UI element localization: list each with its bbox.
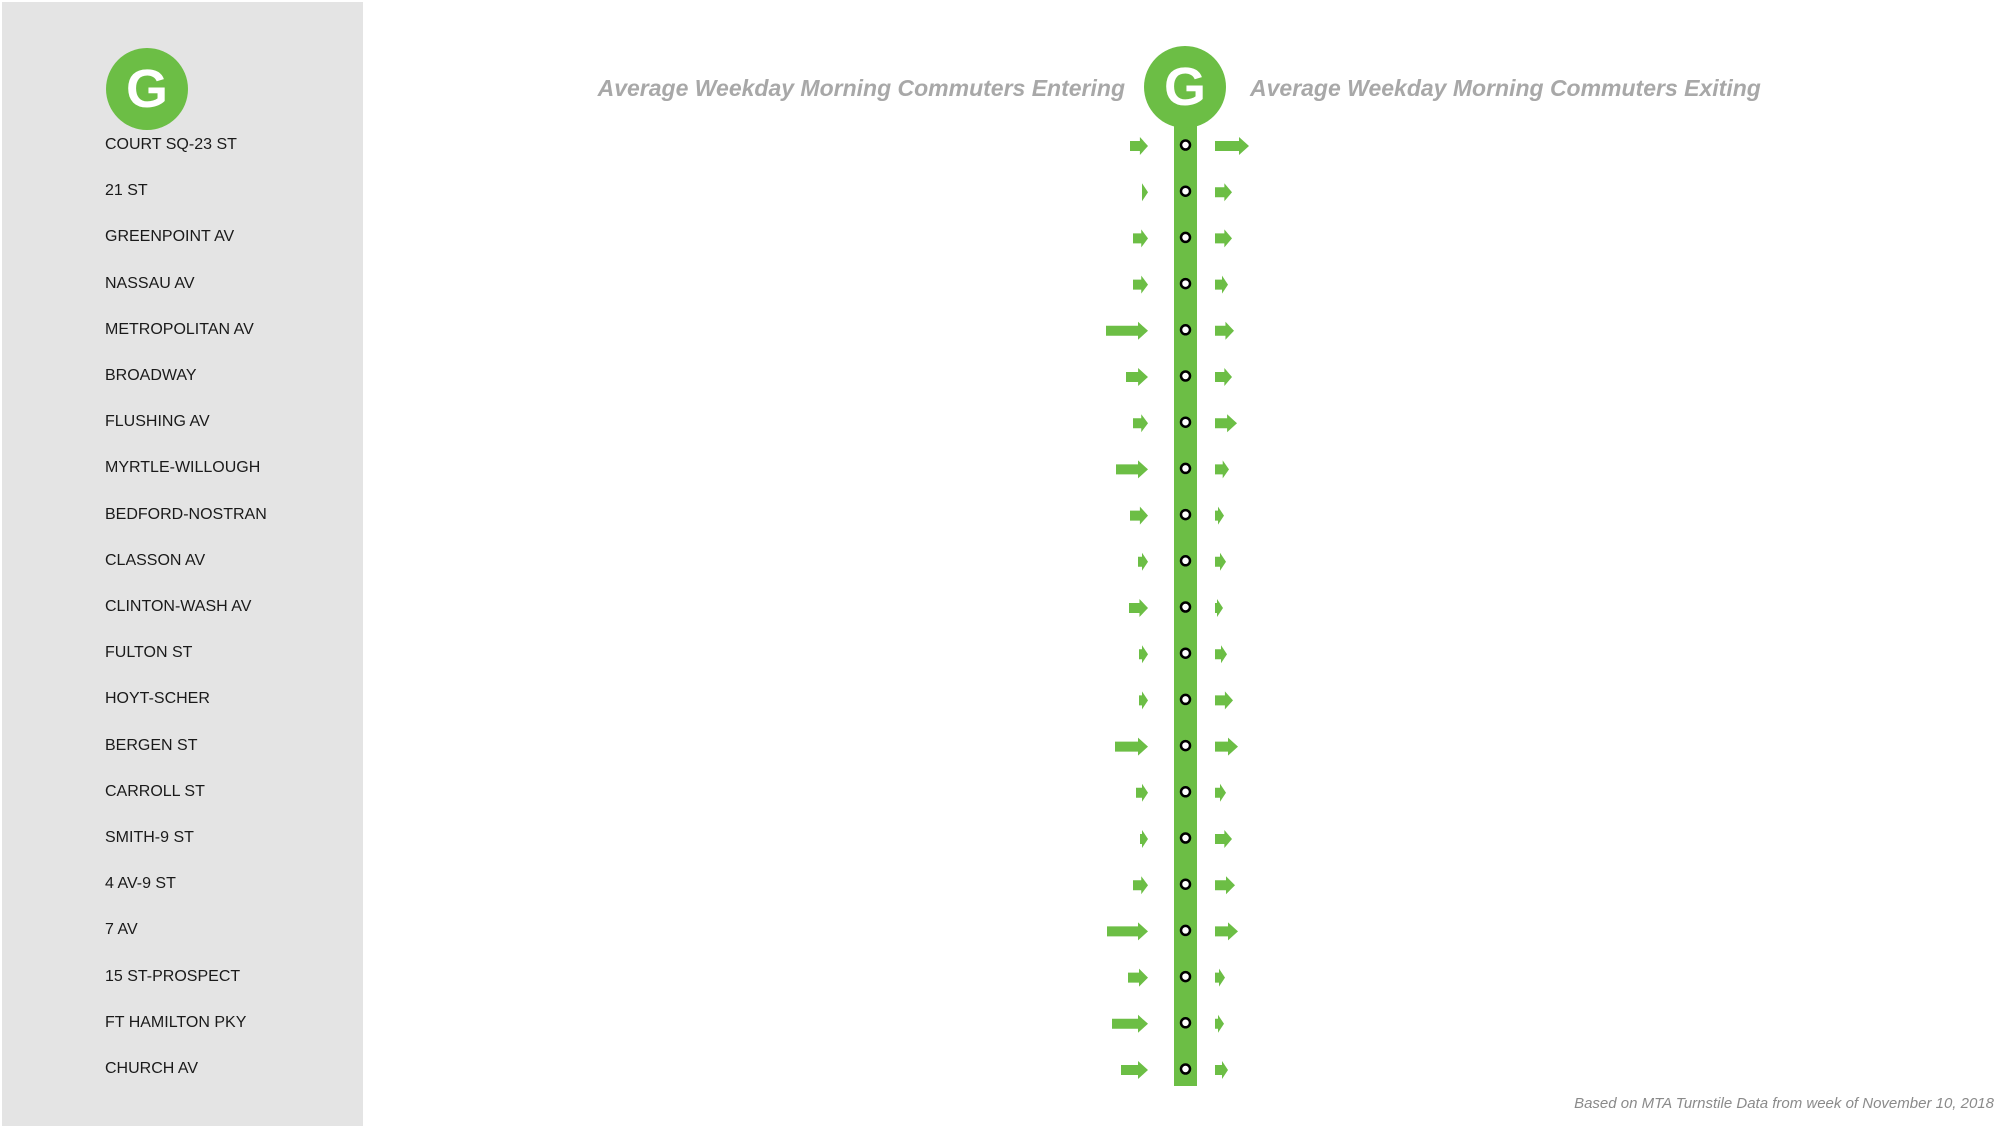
station-stop-marker <box>1179 1017 1192 1029</box>
station-label: GREENPOINT AV <box>105 228 235 246</box>
entering-arrow <box>1136 783 1148 802</box>
station-label: FLUSHING AV <box>105 413 210 431</box>
entering-arrow <box>1139 691 1148 710</box>
data-source-note: Based on MTA Turnstile Data from week of… <box>1574 1095 1994 1112</box>
station-label: 15 ST-PROSPECT <box>105 967 241 985</box>
exiting-arrow <box>1215 552 1226 571</box>
station-stop-marker <box>1179 370 1192 382</box>
station-label: FT HAMILTON PKY <box>105 1013 247 1031</box>
exiting-arrow <box>1215 137 1249 155</box>
exiting-arrow <box>1215 229 1232 248</box>
entering-arrow <box>1130 506 1148 525</box>
station-stop-marker <box>1179 139 1192 151</box>
station-stop-marker <box>1179 693 1192 706</box>
exiting-arrow <box>1215 414 1237 433</box>
station-label: SMITH-9 ST <box>105 829 194 846</box>
exiting-arrow <box>1215 830 1232 848</box>
station-label: NASSAU AV <box>105 274 195 292</box>
entering-arrow <box>1139 645 1148 664</box>
entering-arrow <box>1138 552 1148 571</box>
exiting-arrow <box>1215 922 1238 941</box>
station-label: CHURCH AV <box>105 1060 199 1077</box>
station-stop-marker <box>1179 277 1192 290</box>
entering-arrow <box>1115 737 1148 756</box>
station-label: METROPOLITAN AV <box>105 320 254 338</box>
exiting-arrow <box>1215 783 1226 802</box>
entering-heading: Average Weekday Morning Commuters Enteri… <box>597 75 1125 101</box>
exiting-arrow <box>1215 737 1238 756</box>
entering-arrow <box>1126 368 1148 386</box>
exiting-arrow <box>1215 645 1227 664</box>
entering-arrow <box>1133 876 1148 895</box>
station-label: HOYT-SCHER <box>105 690 210 708</box>
g-line-logo: G <box>106 48 188 130</box>
entering-arrow <box>1121 1061 1148 1079</box>
station-stop-marker <box>1179 185 1192 197</box>
entering-arrow <box>1142 183 1148 202</box>
station-label: FULTON ST <box>105 644 193 662</box>
station-stop-marker <box>1179 324 1192 336</box>
exiting-arrow <box>1215 368 1232 386</box>
station-stop-marker <box>1179 462 1192 475</box>
exiting-arrow <box>1215 1061 1228 1079</box>
station-label: CARROLL ST <box>105 782 205 800</box>
station-stop-marker <box>1179 739 1192 752</box>
station-stop-marker <box>1179 231 1192 244</box>
station-stop-marker <box>1179 508 1192 521</box>
station-stop-marker <box>1179 416 1192 428</box>
entering-arrow <box>1116 460 1148 479</box>
station-label: BROADWAY <box>105 367 197 384</box>
entering-arrow <box>1107 922 1148 941</box>
station-label: CLASSON AV <box>105 551 206 569</box>
entering-arrow <box>1129 599 1148 617</box>
entering-arrow <box>1133 414 1148 433</box>
station-stop-marker <box>1179 878 1192 890</box>
exiting-arrow <box>1215 599 1223 617</box>
g-line-bullet: G <box>1144 46 1226 128</box>
entering-arrow <box>1140 830 1148 848</box>
entering-arrow <box>1128 968 1148 987</box>
station-label: COURT SQ-23 ST <box>105 136 237 153</box>
entering-arrow <box>1130 137 1148 155</box>
station-stop-marker <box>1179 647 1192 659</box>
entering-arrow <box>1106 321 1148 340</box>
station-label: 7 AV <box>105 921 138 939</box>
station-stop-marker <box>1179 924 1192 937</box>
exiting-arrow <box>1215 275 1228 294</box>
entering-arrow <box>1133 275 1148 294</box>
station-stop-marker <box>1179 1063 1192 1075</box>
exiting-arrow <box>1215 876 1235 895</box>
entering-arrow <box>1112 1014 1148 1033</box>
station-label: 4 AV-9 ST <box>105 875 176 893</box>
station-label: BERGEN ST <box>105 736 198 754</box>
station-label: 21 ST <box>105 182 148 200</box>
exiting-arrow <box>1215 460 1229 479</box>
station-stop-marker <box>1179 786 1192 798</box>
station-label: MYRTLE-WILLOUGH <box>105 459 261 477</box>
exiting-arrow <box>1215 968 1225 987</box>
exiting-arrow <box>1215 506 1224 525</box>
exiting-heading: Average Weekday Morning Commuters Exitin… <box>1250 75 1761 101</box>
station-stop-marker <box>1179 601 1192 613</box>
exiting-arrow <box>1215 691 1233 710</box>
station-stop-marker <box>1179 970 1192 983</box>
station-stop-marker <box>1179 832 1192 844</box>
exiting-arrow <box>1215 1014 1224 1033</box>
entering-arrow <box>1133 229 1148 248</box>
station-stop-marker <box>1179 555 1192 567</box>
station-sidebar: G <box>2 2 363 1126</box>
exiting-arrow <box>1215 321 1234 340</box>
station-label: BEDFORD-NOSTRAN <box>105 505 267 523</box>
station-label: CLINTON-WASH AV <box>105 598 252 615</box>
exiting-arrow <box>1215 183 1232 202</box>
